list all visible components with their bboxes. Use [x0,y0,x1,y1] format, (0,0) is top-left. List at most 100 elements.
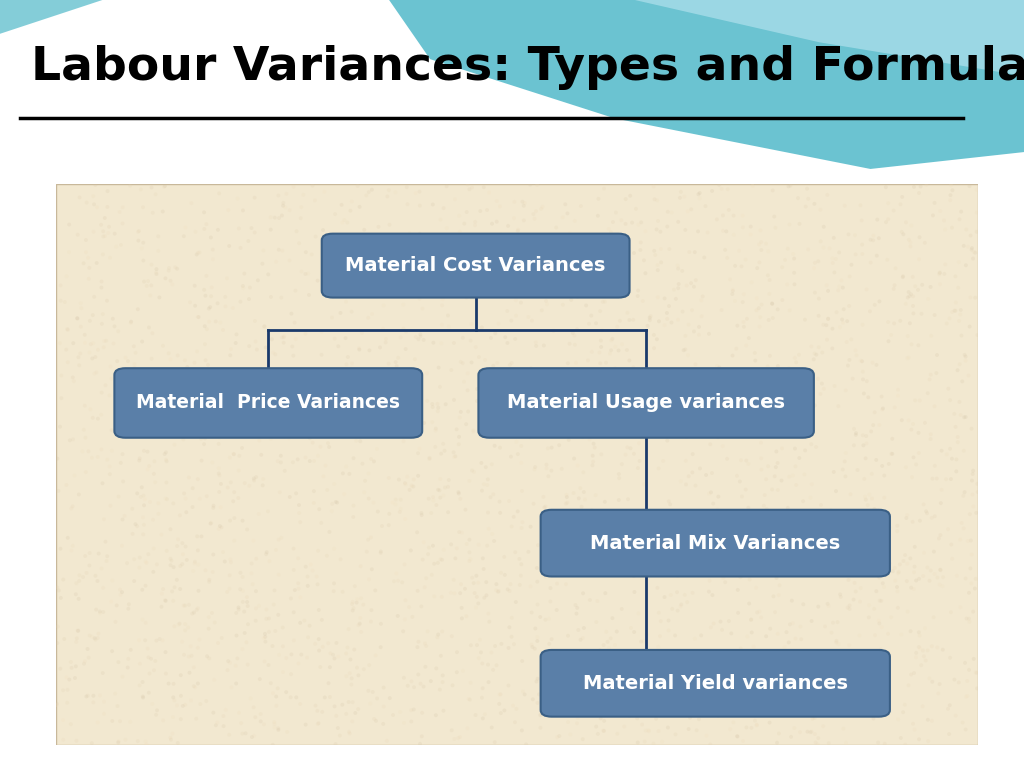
Point [360,492,377,505]
Point [811,341,827,353]
Point [525,208,542,220]
Point [900,679,916,691]
Point [84,452,100,464]
Point [915,570,932,582]
Point [725,681,741,694]
Point [272,456,289,468]
Point [939,449,955,461]
Point [599,245,615,257]
Point [620,667,636,679]
Point [900,286,916,298]
Point [677,329,693,342]
Point [841,300,857,312]
Point [456,217,472,230]
Point [616,278,633,290]
Point [470,598,486,610]
Point [814,377,830,389]
Point [596,183,612,195]
Point [484,275,501,287]
Point [395,435,412,447]
Point [761,314,777,326]
Point [935,571,951,583]
Point [77,550,93,562]
Point [129,487,145,499]
Point [637,225,653,237]
Point [812,235,828,247]
Point [344,596,360,608]
Point [373,547,389,559]
Point [673,535,689,547]
Point [264,370,281,382]
Point [505,700,521,712]
Point [199,407,215,419]
Point [406,681,422,694]
Point [721,687,737,699]
Point [947,305,964,317]
Point [72,569,88,581]
Point [52,592,69,604]
Point [253,449,269,461]
Point [189,411,206,423]
Point [790,664,806,677]
Point [660,624,677,637]
Point [221,569,238,581]
Point [428,422,444,435]
Point [293,201,309,214]
Point [282,204,298,217]
Point [392,494,409,506]
Point [137,634,154,647]
Point [922,574,938,587]
Point [667,376,683,388]
Point [108,240,124,253]
Point [298,561,314,573]
Point [785,421,802,433]
Point [206,674,222,686]
Point [500,583,516,595]
Point [903,288,920,300]
Point [639,371,655,383]
Point [536,507,552,519]
Point [247,711,263,723]
Point [360,186,377,198]
Point [168,392,184,405]
Point [558,391,574,403]
Point [415,554,431,566]
Point [614,707,631,719]
Point [916,417,933,429]
Point [140,391,157,403]
Point [675,369,691,381]
Point [749,606,765,618]
Point [87,634,103,646]
Point [854,238,870,250]
Point [802,726,818,738]
Point [750,408,766,420]
Point [729,319,745,332]
Point [95,230,112,243]
Point [782,423,799,435]
Point [717,376,733,389]
Point [622,354,638,366]
Point [961,664,977,676]
Point [309,705,326,717]
Point [324,242,340,254]
Point [265,346,282,359]
Point [169,409,185,421]
Point [324,311,340,323]
Point [313,401,330,413]
Point [173,713,189,725]
Point [374,520,390,532]
Point [905,300,922,312]
Point [436,445,453,457]
Point [273,531,290,544]
Point [89,451,105,463]
Point [773,528,790,540]
Point [593,712,609,724]
Point [290,578,306,590]
Point [416,417,432,429]
Point [480,506,497,518]
Point [69,577,85,589]
Point [554,462,570,475]
Point [295,189,311,201]
Point [338,296,354,308]
Point [582,594,598,606]
